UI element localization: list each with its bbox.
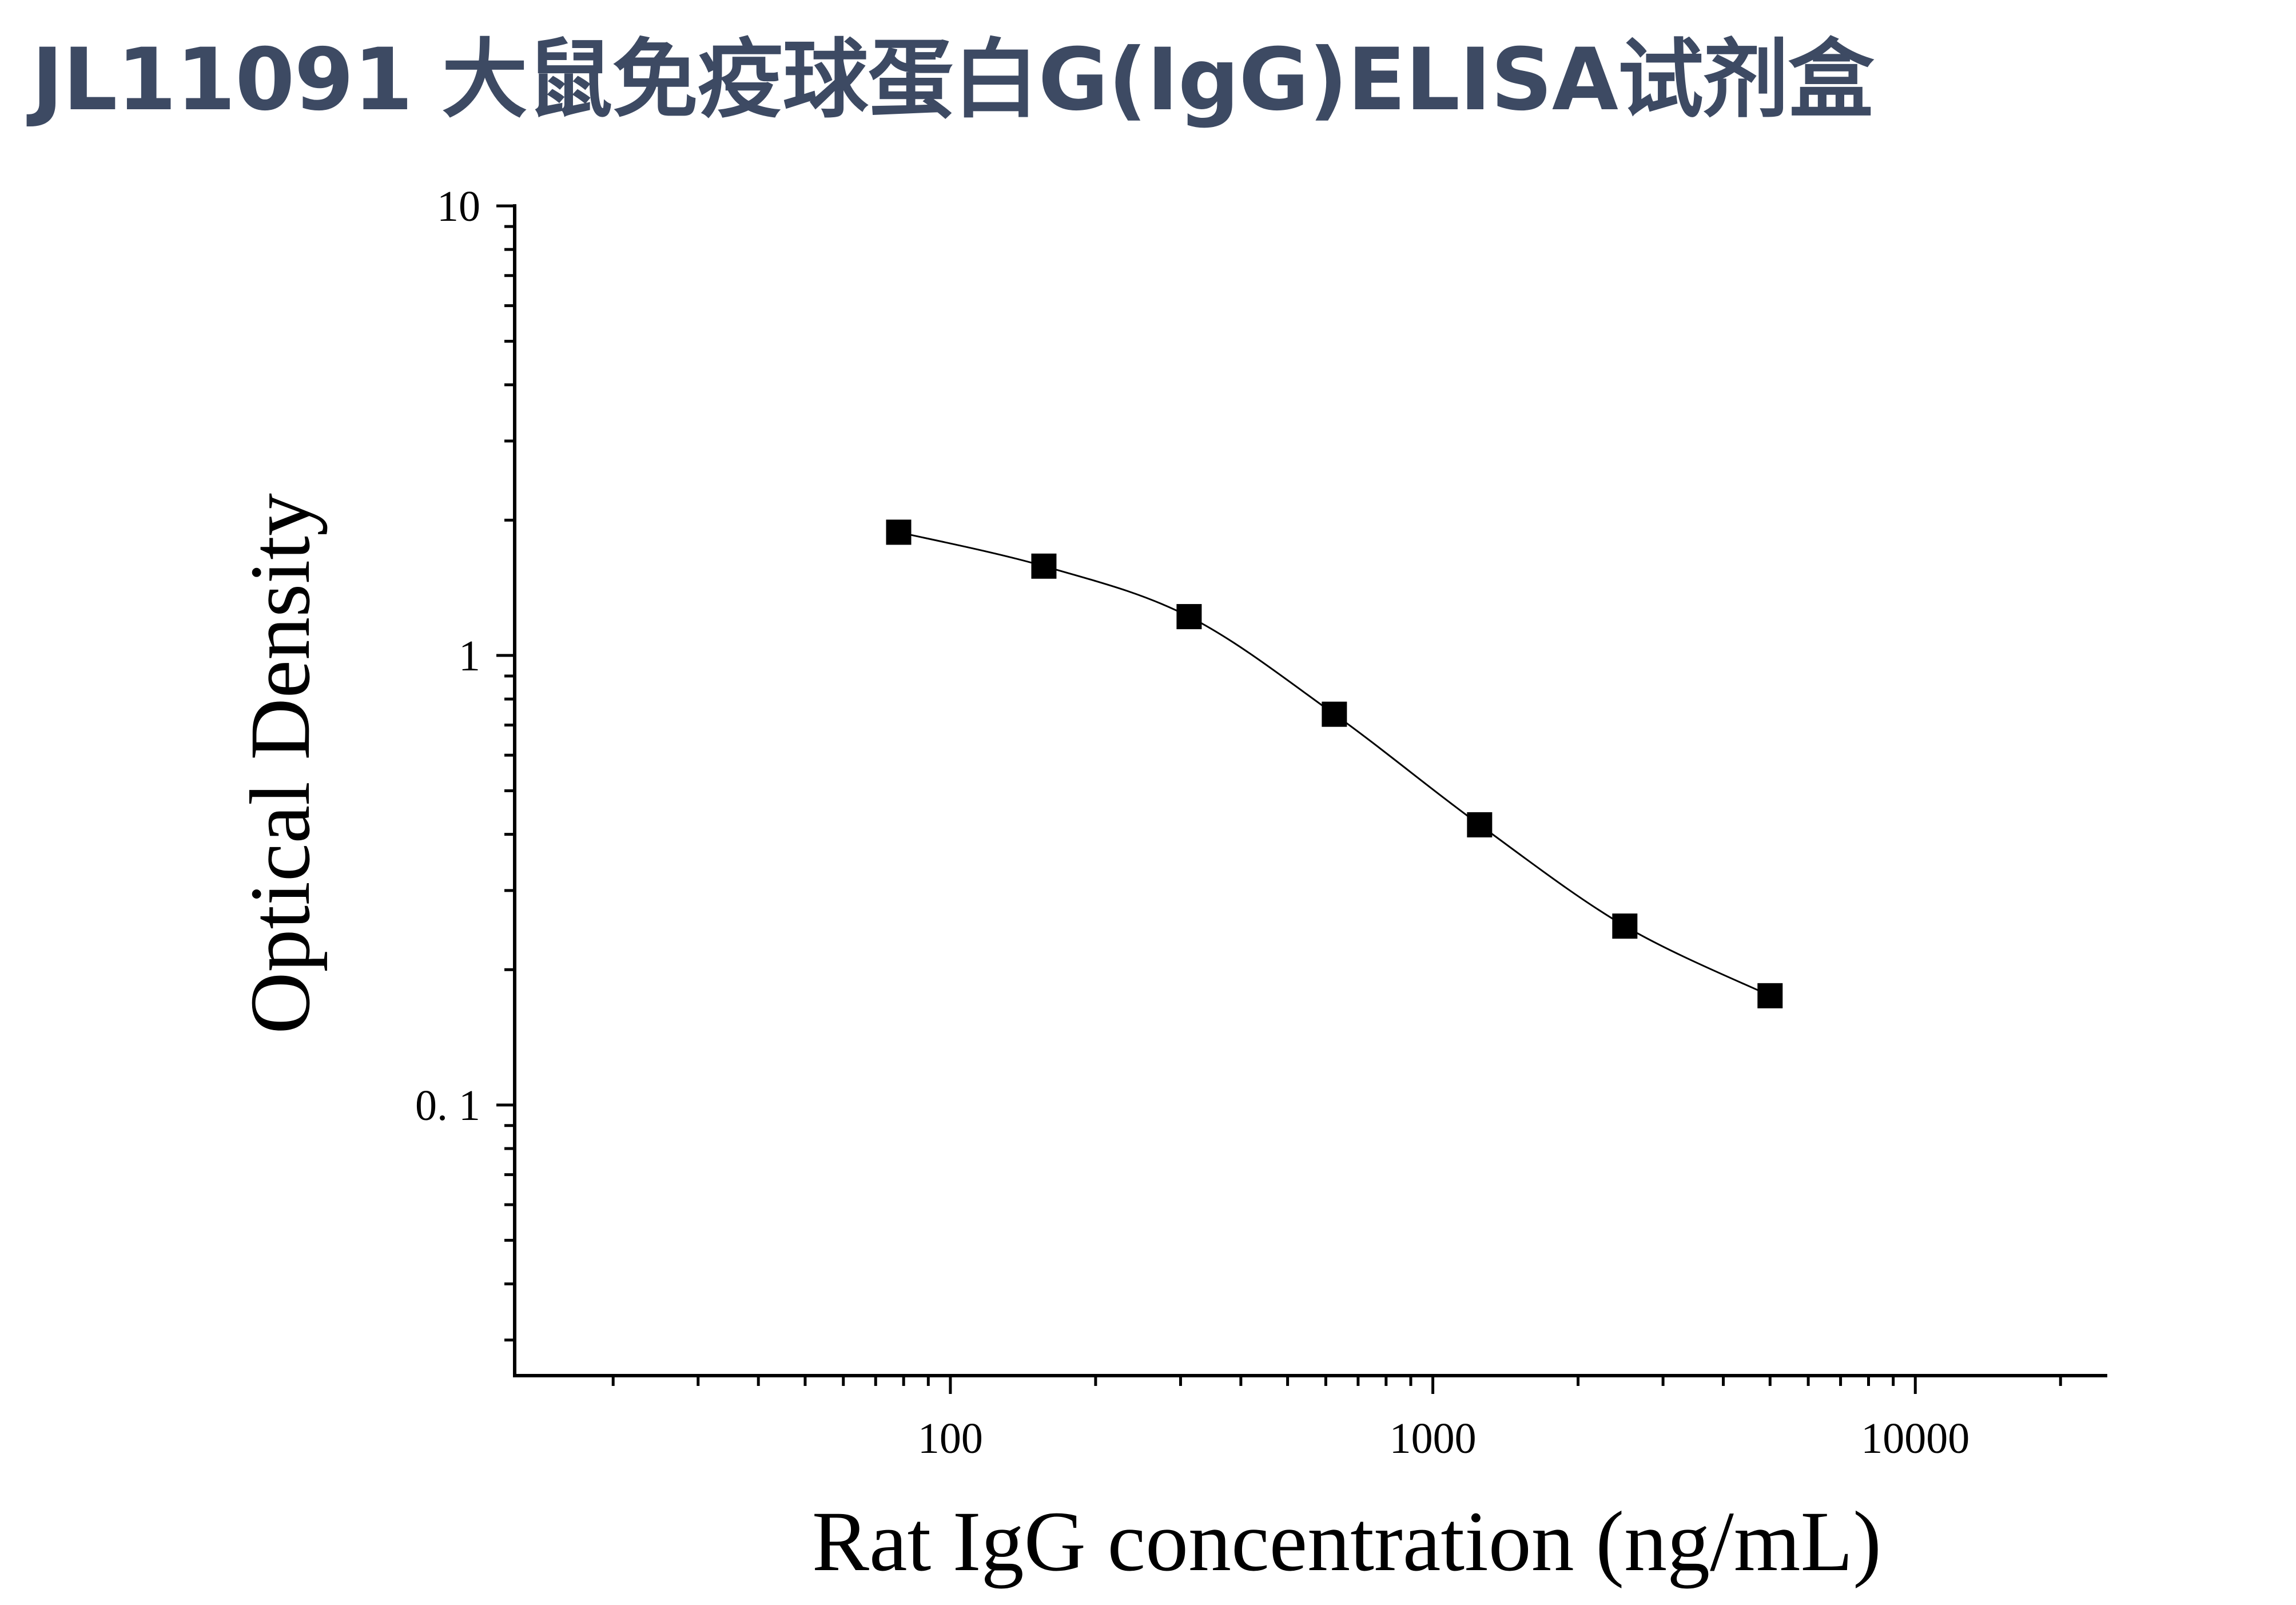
data-point: [1467, 812, 1493, 838]
data-point: [1176, 604, 1202, 630]
y-tick-label: 10: [437, 182, 480, 231]
y-tick-label: 1: [459, 632, 480, 680]
page-title: JL11091 大鼠免疫球蛋白G(IgG)ELISA试剂盒: [31, 30, 1874, 130]
x-tick-label: 1000: [1390, 1415, 1477, 1463]
data-points: [886, 519, 1783, 1008]
y-axis-title: Optical Density: [233, 493, 328, 1034]
tick-labels: 100 1000 10000 10 1 0. 1: [415, 182, 1969, 1463]
data-point: [1031, 553, 1057, 579]
data-point: [1322, 701, 1347, 727]
data-point: [1612, 913, 1638, 939]
data-point: [886, 519, 912, 545]
y-tick-label: 0. 1: [415, 1082, 480, 1130]
x-tick-label: 100: [918, 1415, 983, 1463]
x-axis-title: Rat IgG concentration (ng/mL): [812, 1494, 1881, 1589]
fit-curve: [898, 531, 1770, 997]
chart-axes: [496, 204, 2107, 1394]
data-point: [1757, 983, 1783, 1008]
x-tick-label: 10000: [1861, 1415, 1969, 1463]
